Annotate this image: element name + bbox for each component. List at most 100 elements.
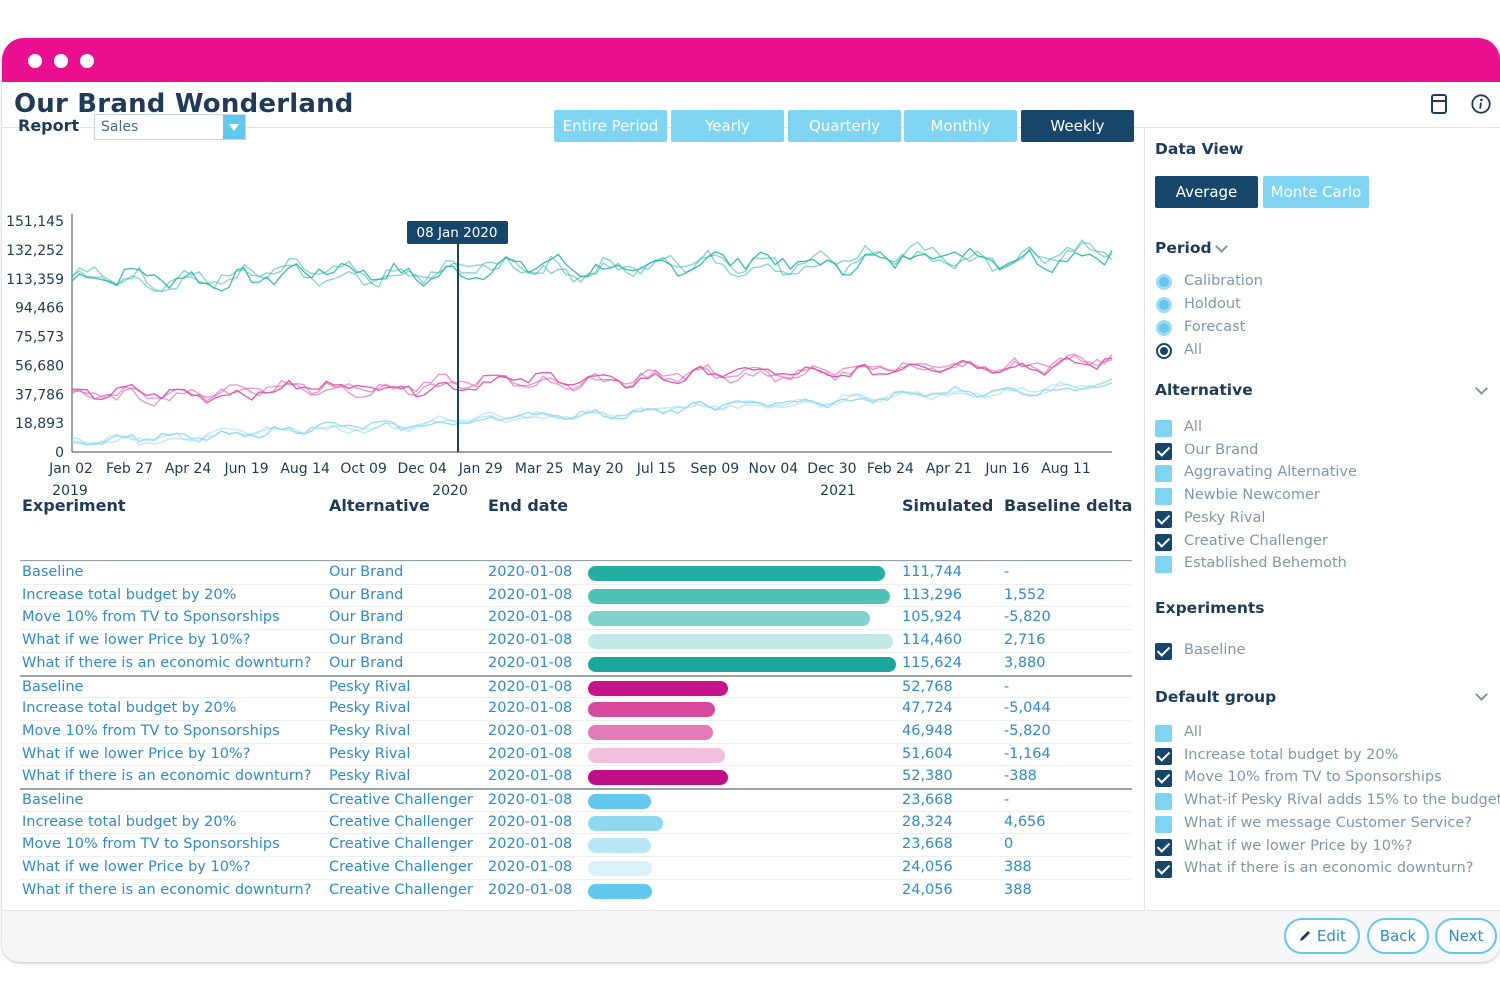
alternative-option-label[interactable]: Creative Challenger	[1184, 532, 1328, 549]
default-group-checkbox[interactable]	[1155, 747, 1172, 765]
cell-experiment: Increase total budget by 20%	[22, 813, 237, 830]
title-bar	[2, 38, 1500, 82]
cell-simulated: 105,924	[902, 609, 962, 626]
alternative-option-label[interactable]: Pesky Rival	[1184, 509, 1266, 526]
default-group-option-label[interactable]: Move 10% from TV to Sponsorships	[1184, 769, 1442, 786]
default-group-option-label[interactable]: What if we message Customer Service?	[1184, 814, 1472, 831]
cell-simulated: 52,768	[902, 678, 953, 695]
default-group-checkbox[interactable]	[1155, 838, 1172, 856]
cell-baseline-delta: 3,880	[1004, 654, 1046, 671]
table-row[interactable]: Move 10% from TV to Sponsorships Our Bran…	[20, 606, 1132, 629]
alternative-checkbox[interactable]	[1155, 465, 1172, 483]
alternative-checkbox[interactable]	[1155, 488, 1172, 506]
cell-alternative: Our Brand	[329, 654, 404, 671]
period-title[interactable]: Period	[1155, 239, 1212, 257]
next-button[interactable]: Next	[1435, 918, 1497, 954]
col-header-end-date[interactable]: End date	[488, 496, 569, 515]
info-icon[interactable]	[1470, 92, 1492, 116]
tab-weekly[interactable]: Weekly	[1021, 110, 1134, 142]
cell-end-date: 2020-01-08	[488, 792, 573, 808]
cell-end-date: 2020-01-08	[488, 813, 573, 830]
col-header-simulated[interactable]: Simulated	[902, 496, 994, 515]
bookmark-icon[interactable]	[1428, 92, 1450, 116]
experiments-option-label[interactable]: Baseline	[1184, 642, 1246, 658]
default-group-checkbox[interactable]	[1155, 793, 1172, 811]
default-group-option-label[interactable]: What-if Pesky Rival adds 15% to the budg…	[1184, 792, 1500, 809]
data-view-monte-carlo-button[interactable]: Monte Carlo	[1263, 176, 1369, 208]
table-row[interactable]: What if there is an economic downturn? Ou…	[20, 651, 1132, 675]
period-radio[interactable]	[1156, 274, 1172, 290]
edit-button[interactable]: Edit	[1284, 918, 1360, 954]
default-group-title[interactable]: Default group	[1155, 688, 1277, 706]
simulated-bar	[588, 656, 896, 672]
period-option-label[interactable]: Holdout	[1184, 296, 1241, 312]
data-view-average-button[interactable]: Average	[1155, 176, 1258, 208]
alternative-option-label[interactable]: Aggravating Alternative	[1184, 464, 1357, 481]
window-dot-close[interactable]	[28, 54, 42, 68]
table-row[interactable]: What if there is an economic downturn? Cr…	[20, 878, 1132, 902]
default-group-option-label[interactable]: What if there is an economic downturn?	[1184, 860, 1474, 877]
alternative-option-label[interactable]: All	[1184, 419, 1202, 435]
period-option-label[interactable]: Forecast	[1184, 319, 1246, 335]
tab-quarterly[interactable]: Quarterly	[788, 110, 901, 142]
tab-yearly[interactable]: Yearly	[671, 110, 784, 142]
filter-sidebar	[1144, 128, 1500, 910]
default-group-option-label[interactable]: Increase total budget by 20%	[1184, 746, 1399, 763]
tab-monthly[interactable]: Monthly	[904, 110, 1017, 142]
table-row[interactable]: What if we lower Price by 10%? Creative C…	[20, 856, 1132, 879]
window-dot-minimize[interactable]	[54, 54, 68, 68]
default-group-option-label[interactable]: All	[1184, 724, 1202, 740]
chevron-down-icon[interactable]	[223, 115, 245, 139]
tab-entire-period[interactable]: Entire Period	[554, 110, 667, 142]
cell-baseline-delta: -	[1004, 792, 1010, 808]
table-row[interactable]: Increase total budget by 20% Creative Cha…	[20, 810, 1132, 834]
date-marker[interactable]: 08 Jan 2020	[407, 221, 508, 452]
table-row[interactable]: What if we lower Price by 10%? Pesky Riva…	[20, 742, 1132, 766]
x-tick-label: Jan 02	[48, 461, 93, 477]
default-group-checkbox[interactable]	[1155, 861, 1172, 879]
default-group-checkbox[interactable]	[1155, 815, 1172, 833]
cell-baseline-delta: 2,716	[1004, 632, 1046, 649]
period-radio[interactable]	[1156, 343, 1172, 359]
experiments-checkbox[interactable]	[1155, 643, 1172, 660]
report-select[interactable]: Sales	[94, 114, 246, 140]
default-group-option-label[interactable]: What if we lower Price by 10%?	[1184, 837, 1413, 854]
cell-end-date: 2020-01-08	[488, 722, 573, 739]
alternative-option-label[interactable]: Our Brand	[1184, 441, 1259, 458]
alternative-checkbox[interactable]	[1155, 420, 1172, 437]
col-header-experiment[interactable]: Experiment	[22, 496, 126, 515]
table-row[interactable]: What if there is an economic downturn? Pe…	[20, 765, 1132, 788]
table-row[interactable]: What if we lower Price by 10%? Our Brand 2…	[20, 629, 1132, 652]
table-row[interactable]: Increase total budget by 20% Pesky Rival 2…	[20, 697, 1132, 720]
cell-baseline-delta: -5,044	[1004, 700, 1051, 717]
table-row[interactable]: Move 10% from TV to Sponsorships Creative…	[20, 833, 1132, 856]
cell-alternative: Our Brand	[329, 586, 404, 603]
cell-alternative: Our Brand	[329, 609, 404, 626]
alternative-option-label[interactable]: Established Behemoth	[1184, 555, 1347, 572]
alternative-checkbox[interactable]	[1155, 533, 1172, 551]
alternative-option-label[interactable]: Newbie Newcomer	[1184, 487, 1320, 504]
alternative-checkbox[interactable]	[1155, 510, 1172, 528]
default-group-checkbox[interactable]	[1155, 725, 1172, 742]
alternative-title[interactable]: Alternative	[1155, 381, 1253, 399]
period-radio[interactable]	[1156, 320, 1172, 336]
period-radio[interactable]	[1156, 297, 1172, 313]
back-button[interactable]: Back	[1367, 918, 1429, 954]
alternative-checkbox[interactable]	[1155, 442, 1172, 460]
series-line	[71, 247, 1113, 292]
default-group-checkbox[interactable]	[1155, 770, 1172, 788]
alternative-checkbox[interactable]	[1155, 556, 1172, 574]
data-view-title: Data View	[1155, 140, 1244, 158]
col-header-alternative[interactable]: Alternative	[329, 496, 430, 515]
table-row[interactable]: Baseline Pesky Rival 2020-01-08 52,768 -	[20, 674, 1132, 698]
table-row[interactable]: Increase total budget by 20% Our Brand 202…	[20, 583, 1132, 607]
window-dot-maximize[interactable]	[80, 54, 94, 68]
date-marker-label: 08 Jan 2020	[417, 225, 498, 241]
table-row[interactable]: Move 10% from TV to Sponsorships Pesky Ri…	[20, 719, 1132, 743]
period-option-label[interactable]: All	[1184, 342, 1202, 358]
table-row[interactable]: Baseline Our Brand 2020-01-08 111,744 -	[20, 561, 1132, 584]
cell-alternative: Pesky Rival	[329, 722, 411, 739]
col-header-baseline-delta[interactable]: Baseline delta	[1004, 496, 1133, 515]
table-row[interactable]: Baseline Creative Challenger 2020-01-08 23,…	[20, 788, 1132, 811]
period-option-label[interactable]: Calibration	[1184, 273, 1263, 289]
